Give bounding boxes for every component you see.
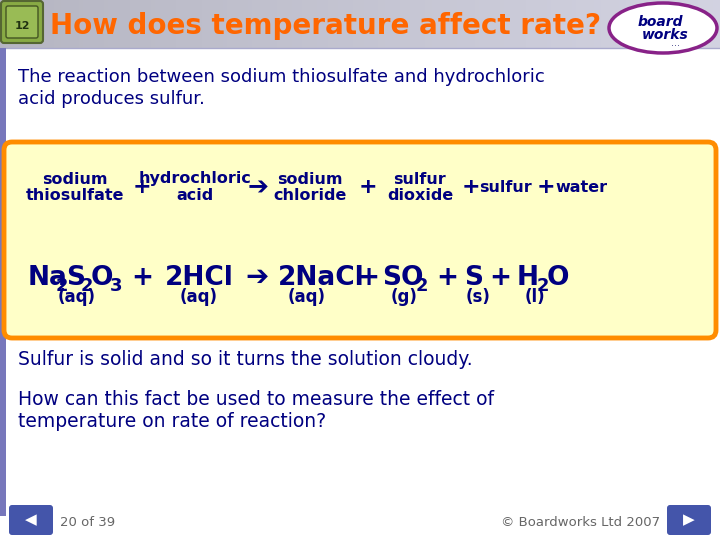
Text: +: + xyxy=(131,265,153,291)
Text: S: S xyxy=(464,265,483,291)
Text: 3: 3 xyxy=(110,277,122,295)
FancyBboxPatch shape xyxy=(6,6,38,38)
Text: dioxide: dioxide xyxy=(387,187,453,202)
Text: works: works xyxy=(642,28,688,42)
FancyBboxPatch shape xyxy=(667,505,711,535)
Text: (aq): (aq) xyxy=(288,288,326,306)
Text: chloride: chloride xyxy=(274,187,347,202)
Text: Sulfur is solid and so it turns the solution cloudy.: Sulfur is solid and so it turns the solu… xyxy=(18,350,472,369)
Text: water: water xyxy=(555,179,607,194)
Text: +: + xyxy=(436,265,458,291)
Text: S: S xyxy=(66,265,85,291)
Text: +: + xyxy=(357,265,379,291)
Text: Na: Na xyxy=(28,265,68,291)
Text: 20 of 39: 20 of 39 xyxy=(60,516,115,529)
Text: O: O xyxy=(91,265,114,291)
Text: 2: 2 xyxy=(56,277,68,295)
Text: (l): (l) xyxy=(525,288,546,306)
Text: (s): (s) xyxy=(466,288,491,306)
Text: 12: 12 xyxy=(14,21,30,31)
Text: The reaction between sodium thiosulfate and hydrochloric: The reaction between sodium thiosulfate … xyxy=(18,68,545,86)
Text: 2NaCl: 2NaCl xyxy=(278,265,365,291)
Text: ◀: ◀ xyxy=(25,512,37,528)
Text: board: board xyxy=(637,15,683,29)
Text: ➔: ➔ xyxy=(246,263,269,291)
FancyBboxPatch shape xyxy=(9,505,53,535)
Text: thiosulfate: thiosulfate xyxy=(26,187,125,202)
Text: +: + xyxy=(462,177,480,197)
Text: hydrochloric: hydrochloric xyxy=(138,172,251,186)
Text: O: O xyxy=(547,265,570,291)
Text: +: + xyxy=(132,177,151,197)
Text: ...: ... xyxy=(672,38,680,48)
Text: sodium: sodium xyxy=(42,172,108,186)
Bar xyxy=(0,48,6,516)
Text: 2: 2 xyxy=(416,277,428,295)
Text: +: + xyxy=(359,177,377,197)
Text: ▶: ▶ xyxy=(683,512,695,528)
Text: How can this fact be used to measure the effect of: How can this fact be used to measure the… xyxy=(18,390,494,409)
Text: temperature on rate of reaction?: temperature on rate of reaction? xyxy=(18,412,326,431)
Text: ➔: ➔ xyxy=(248,175,269,199)
Text: sodium: sodium xyxy=(277,172,343,186)
FancyBboxPatch shape xyxy=(4,142,716,338)
Text: sulfur: sulfur xyxy=(479,179,531,194)
Text: acid produces sulfur.: acid produces sulfur. xyxy=(18,90,205,108)
Text: (aq): (aq) xyxy=(180,288,218,306)
Text: (aq): (aq) xyxy=(58,288,96,306)
Text: +: + xyxy=(536,177,555,197)
Text: SO: SO xyxy=(382,265,423,291)
Text: H: H xyxy=(517,265,539,291)
Text: sulfur: sulfur xyxy=(394,172,446,186)
Text: +: + xyxy=(489,265,511,291)
Text: © Boardworks Ltd 2007: © Boardworks Ltd 2007 xyxy=(501,516,660,529)
FancyBboxPatch shape xyxy=(1,1,43,43)
Text: acid: acid xyxy=(176,187,214,202)
Text: How does temperature affect rate?: How does temperature affect rate? xyxy=(50,12,601,40)
Text: 2HCl: 2HCl xyxy=(165,265,234,291)
Ellipse shape xyxy=(609,3,717,53)
Text: 2: 2 xyxy=(537,277,549,295)
Text: (g): (g) xyxy=(391,288,418,306)
Text: 2: 2 xyxy=(81,277,94,295)
